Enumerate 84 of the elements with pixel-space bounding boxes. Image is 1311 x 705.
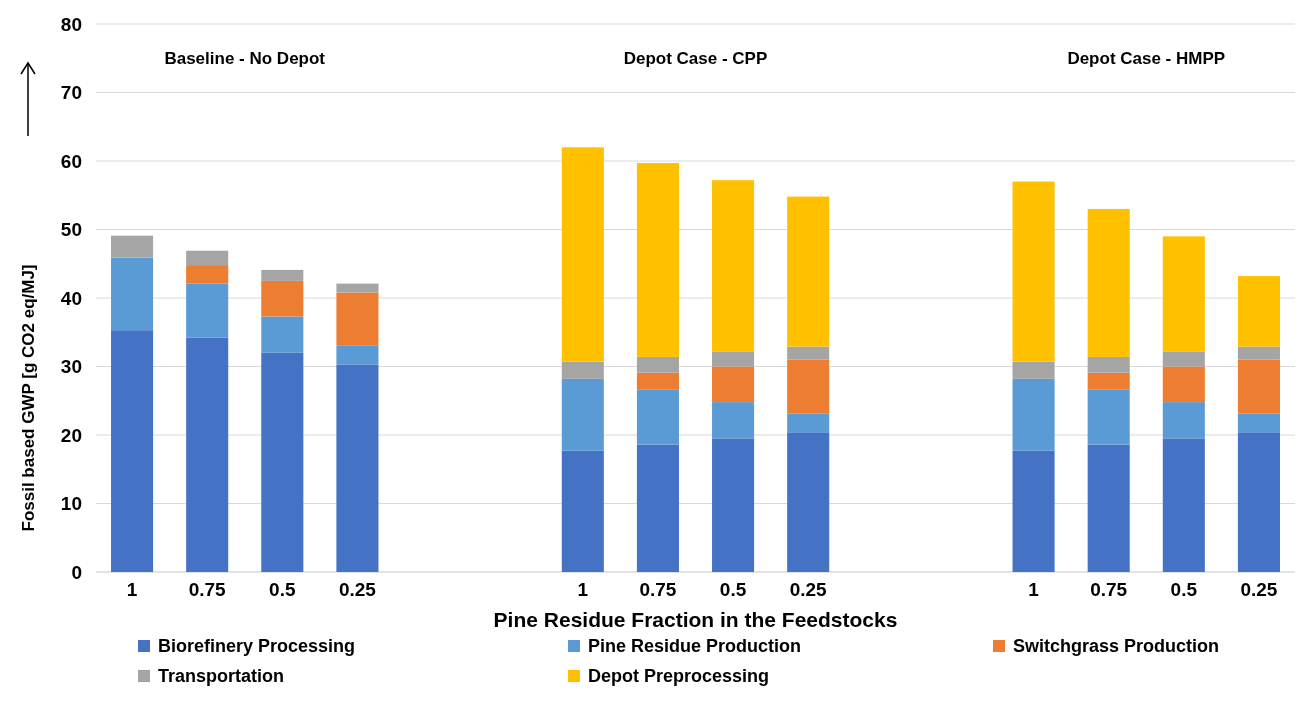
bar bbox=[186, 265, 229, 284]
x-tick-label: 0.25 bbox=[789, 579, 828, 600]
x-tick-label: 0.25 bbox=[1240, 579, 1278, 600]
x-tick-label: 0.75 bbox=[639, 579, 677, 600]
bar bbox=[336, 292, 379, 346]
bar bbox=[712, 366, 755, 403]
bar bbox=[261, 269, 304, 281]
bar bbox=[561, 450, 604, 572]
y-tick-label: 10 bbox=[60, 493, 82, 515]
bar bbox=[111, 235, 154, 258]
y-tick-label: 20 bbox=[60, 424, 82, 446]
x-axis-title: Pine Residue Fraction in the Feedstocks bbox=[493, 608, 898, 631]
x-tick-label: 0.75 bbox=[188, 579, 227, 600]
bar bbox=[1162, 236, 1205, 352]
bar bbox=[787, 346, 830, 360]
bar bbox=[1087, 372, 1130, 390]
legend-label: Transportation bbox=[158, 666, 285, 687]
bar bbox=[1087, 208, 1130, 357]
bar bbox=[787, 359, 830, 414]
bar bbox=[712, 180, 755, 352]
bar bbox=[712, 438, 755, 572]
bar bbox=[561, 147, 604, 362]
bar bbox=[1012, 181, 1055, 362]
y-tick-label: 30 bbox=[60, 356, 82, 378]
legend-label: Switchgrass Production bbox=[1013, 636, 1220, 657]
legend-label: Pine Residue Production bbox=[588, 636, 802, 657]
y-axis-title: Fossil based GWP [g CO2 eq/MJ] bbox=[19, 264, 38, 532]
bar bbox=[787, 413, 830, 433]
bar bbox=[1087, 389, 1130, 445]
x-tick-label: 0.75 bbox=[1090, 579, 1128, 600]
bar bbox=[186, 283, 229, 338]
x-tick-label: 1 bbox=[126, 579, 138, 600]
bar bbox=[636, 163, 679, 357]
y-tick-label: 80 bbox=[60, 13, 82, 35]
bar bbox=[1087, 444, 1130, 572]
y-tick-label: 0 bbox=[71, 561, 82, 583]
bar bbox=[636, 356, 679, 373]
bar bbox=[1162, 402, 1205, 439]
annotation: Baseline - No Depot bbox=[164, 49, 326, 68]
x-tick-label: 0.5 bbox=[269, 579, 296, 600]
bar bbox=[712, 351, 755, 367]
bar bbox=[1162, 351, 1205, 367]
bar bbox=[261, 280, 304, 317]
bar bbox=[336, 364, 379, 572]
bar bbox=[1237, 432, 1280, 572]
y-tick-label: 70 bbox=[60, 82, 82, 104]
bar bbox=[636, 389, 679, 445]
bar bbox=[1237, 413, 1280, 433]
bar bbox=[1237, 276, 1280, 347]
x-tick-label: 0.5 bbox=[719, 579, 747, 600]
y-tick-label: 50 bbox=[60, 219, 82, 241]
bar bbox=[561, 378, 604, 451]
x-tick-label: 1 bbox=[577, 579, 589, 600]
annotation: Depot Case - HMPP bbox=[1067, 49, 1226, 68]
bar bbox=[1237, 359, 1280, 414]
bar bbox=[712, 402, 755, 439]
bar bbox=[336, 283, 379, 293]
bar bbox=[1162, 438, 1205, 572]
x-tick-label: 1 bbox=[1028, 579, 1040, 600]
bar bbox=[111, 257, 154, 331]
bar bbox=[561, 361, 604, 379]
bar bbox=[111, 330, 154, 572]
bar bbox=[1162, 366, 1205, 403]
bar bbox=[787, 432, 830, 572]
bar bbox=[1012, 361, 1055, 379]
bar bbox=[186, 250, 229, 266]
legend-label: Depot Preprocessing bbox=[588, 666, 770, 687]
bar bbox=[1012, 450, 1055, 572]
x-tick-label: 0.25 bbox=[338, 579, 377, 600]
bar bbox=[261, 352, 304, 572]
annotation: Depot Case - CPP bbox=[623, 49, 768, 68]
legend-label: Biorefinery Processing bbox=[158, 636, 356, 657]
x-tick-label: 0.5 bbox=[1170, 579, 1198, 600]
bar bbox=[1087, 356, 1130, 373]
y-tick-label: 40 bbox=[60, 287, 82, 309]
bar bbox=[787, 196, 830, 347]
bar bbox=[1237, 346, 1280, 360]
bar bbox=[1012, 378, 1055, 451]
bar bbox=[336, 345, 379, 365]
bar bbox=[636, 444, 679, 572]
bar bbox=[636, 372, 679, 390]
y-tick-label: 60 bbox=[60, 150, 82, 172]
bar bbox=[186, 337, 229, 572]
bar bbox=[261, 316, 304, 353]
